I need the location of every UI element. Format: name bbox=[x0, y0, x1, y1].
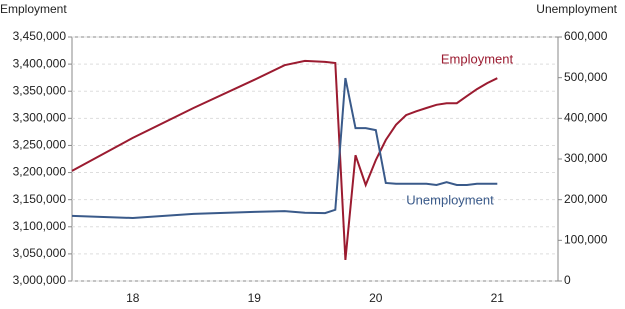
y-tick-label: 3,150,000 bbox=[13, 192, 67, 206]
y2-tick-label: 0 bbox=[564, 273, 571, 287]
x-tick-label: 21 bbox=[491, 291, 505, 305]
y-tick-label: 3,300,000 bbox=[13, 111, 67, 125]
series-label: Employment bbox=[441, 51, 514, 66]
series-line bbox=[71, 77, 498, 220]
y2-tick-label: 100,000 bbox=[564, 233, 608, 247]
series-label: Unemployment bbox=[406, 192, 494, 207]
x-tick-label: 18 bbox=[126, 291, 140, 305]
y-tick-label: 3,250,000 bbox=[13, 138, 67, 152]
y-tick-label: 3,400,000 bbox=[13, 56, 67, 70]
x-tick-label: 19 bbox=[248, 291, 262, 305]
y-tick-label: 3,450,000 bbox=[13, 29, 67, 43]
y-tick-label: 3,050,000 bbox=[13, 246, 67, 260]
y-axis-title: Employment bbox=[0, 2, 67, 16]
y2-tick-label: 600,000 bbox=[564, 29, 608, 43]
x-tick-label: 20 bbox=[369, 291, 383, 305]
y2-tick-label: 500,000 bbox=[564, 70, 608, 84]
y2-tick-label: 400,000 bbox=[564, 111, 608, 125]
y-tick-label: 3,200,000 bbox=[13, 165, 67, 179]
series-line bbox=[71, 59, 498, 260]
plot-frame bbox=[71, 36, 559, 282]
y-tick-label: 3,000,000 bbox=[13, 273, 67, 287]
y-tick-label: 3,100,000 bbox=[13, 219, 67, 233]
y-tick-label: 3,350,000 bbox=[13, 83, 67, 97]
y2-axis-title: Unemployment bbox=[536, 2, 617, 16]
y2-tick-label: 200,000 bbox=[564, 192, 608, 206]
y2-tick-label: 300,000 bbox=[564, 151, 608, 165]
